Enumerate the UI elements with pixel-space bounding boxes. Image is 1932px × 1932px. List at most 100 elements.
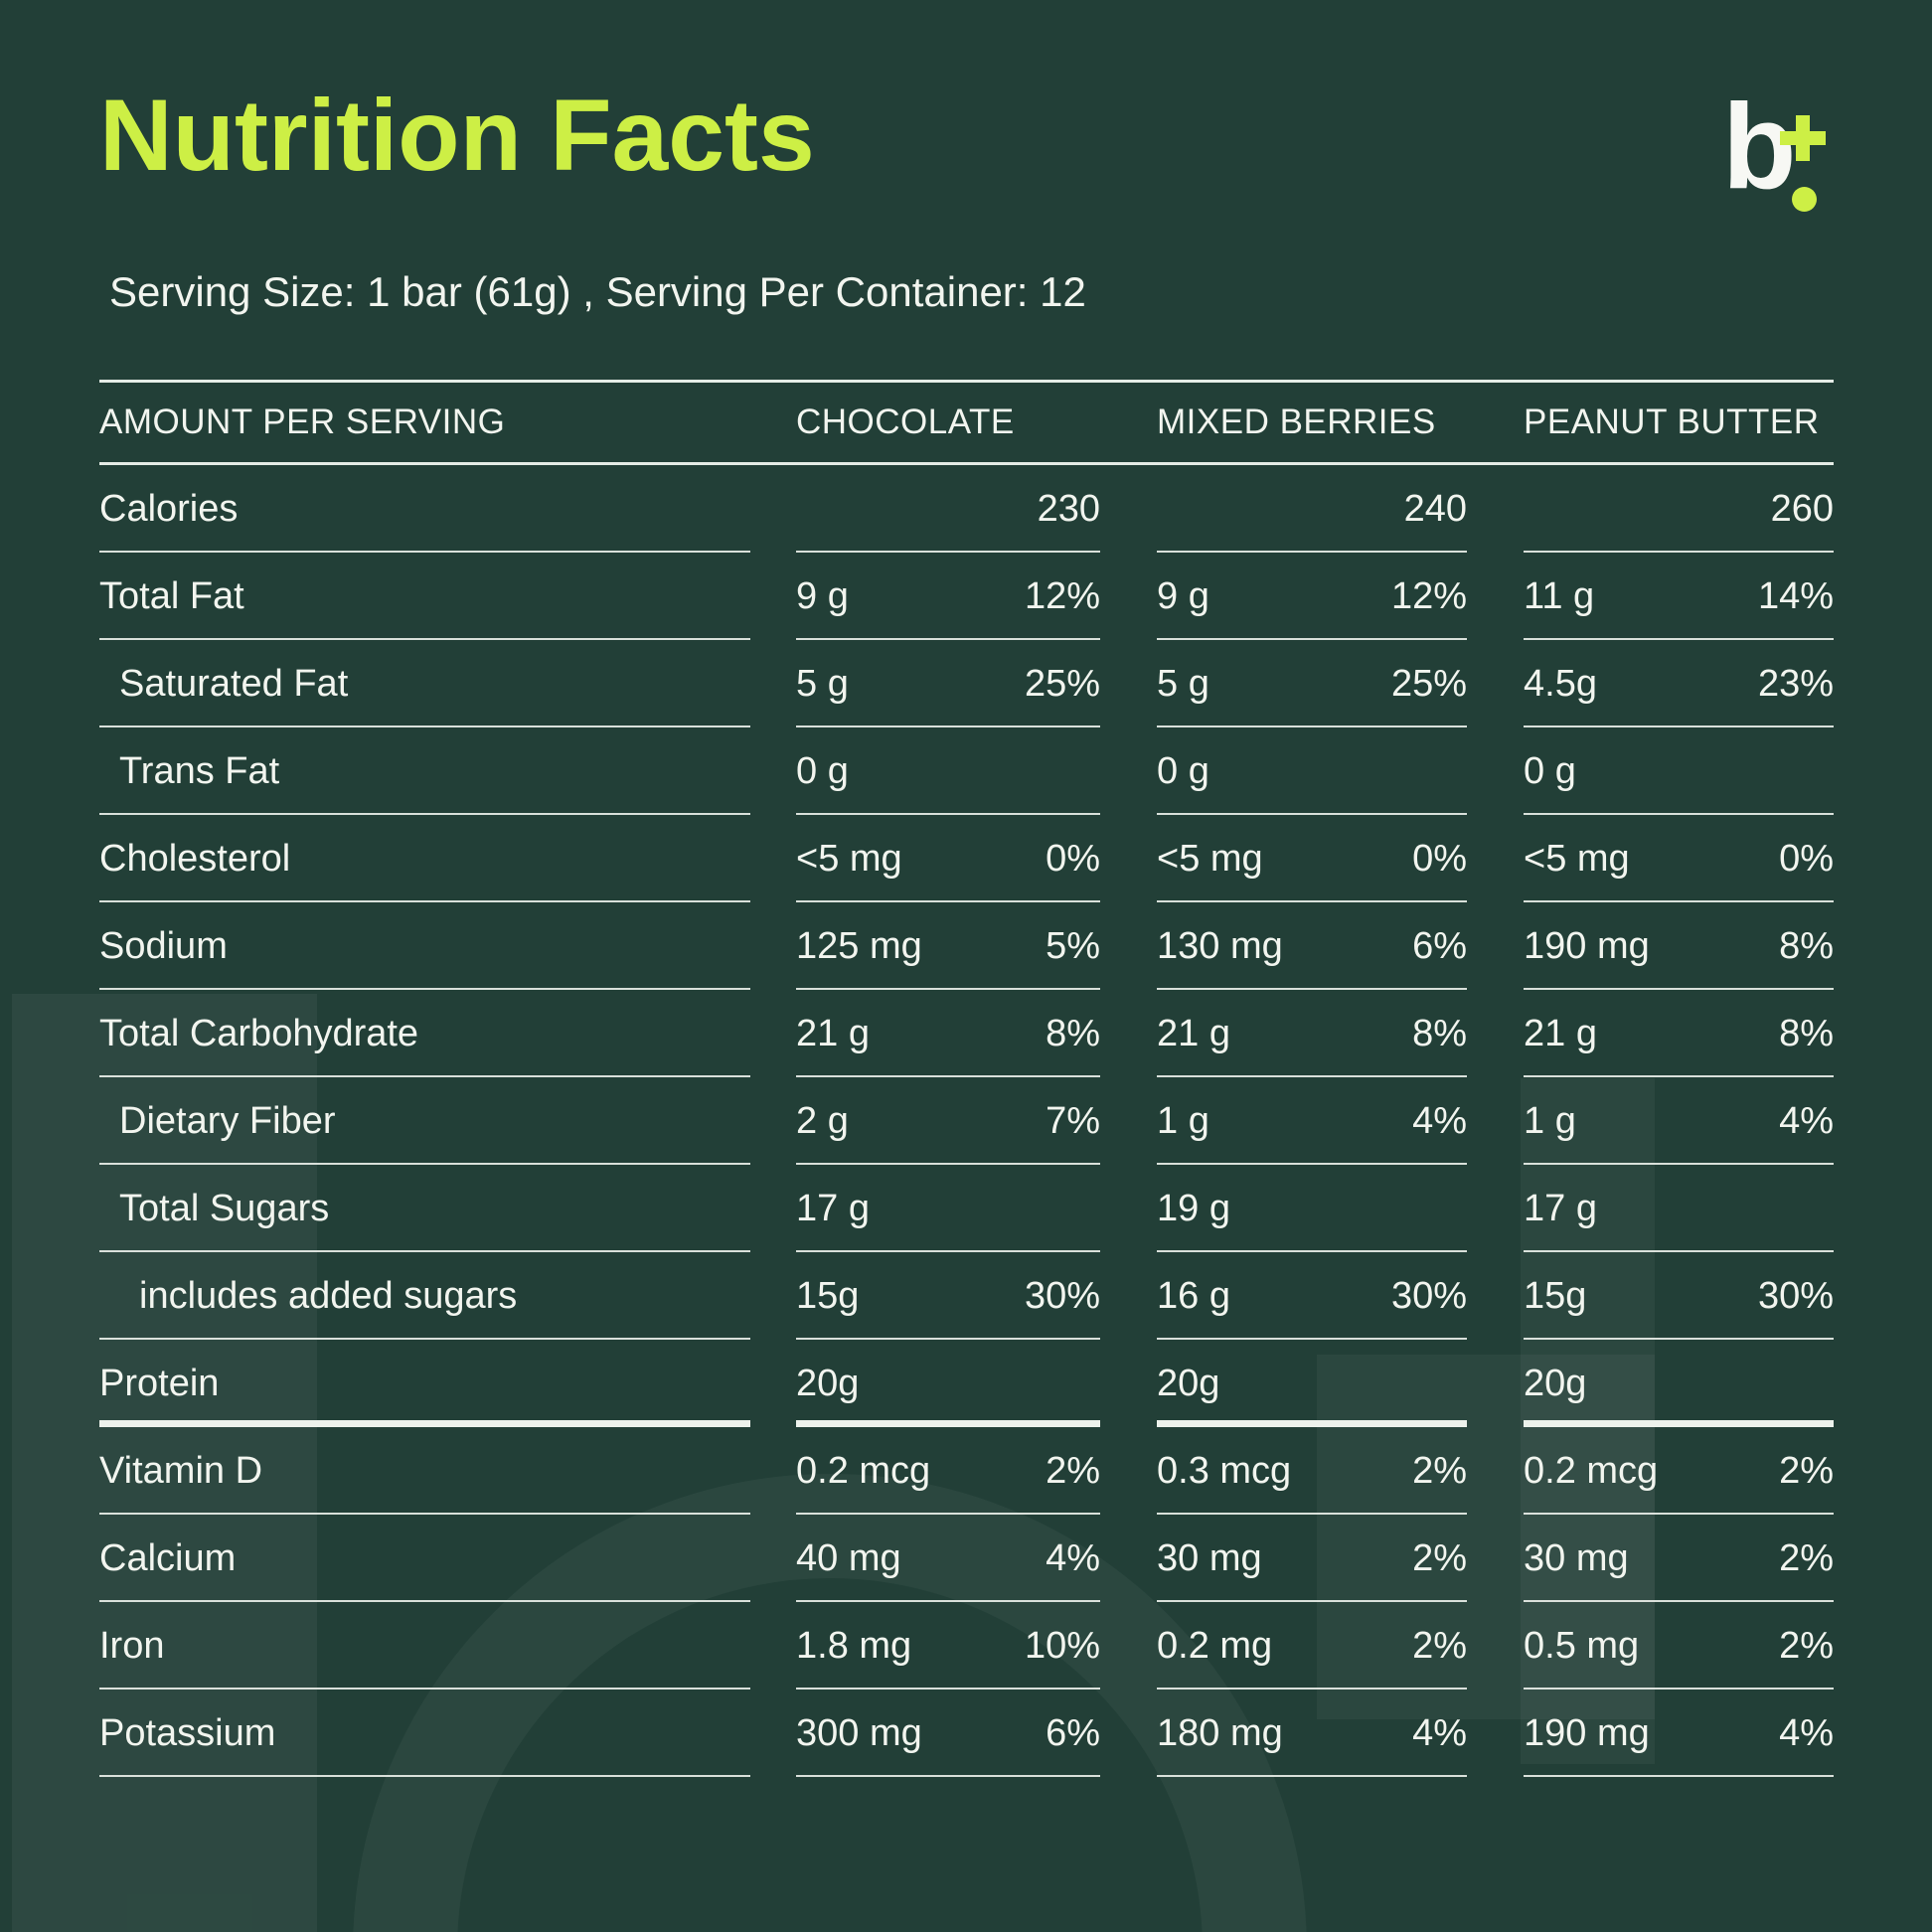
plus-icon (1780, 115, 1826, 161)
value-cell: 190 mg 8% (1524, 902, 1834, 990)
amount-value: 190 mg (1524, 1711, 1650, 1754)
row-label: Cholesterol (99, 815, 750, 902)
daily-value-percent: 2% (1779, 1536, 1834, 1579)
row-label: Potassium (99, 1690, 750, 1777)
daily-value-percent: 0% (1779, 837, 1834, 880)
brand-logo: b (1722, 85, 1834, 216)
value-cell: 130 mg 6% (1157, 902, 1467, 990)
value-cell: <5 mg 0% (1524, 815, 1834, 902)
table-row: Potassium 300 mg 6% 180 mg 4% 190 mg 4% (99, 1690, 1834, 1777)
row-label: Calcium (99, 1515, 750, 1602)
column-header-chocolate: CHOCOLATE (796, 402, 1015, 441)
table-body: Calories 230 240 260 Total Fat 9 g 12% 9 g 12% 11… (99, 465, 1834, 1777)
amount-value: 40 mg (796, 1536, 901, 1579)
nutrition-table: AMOUNT PER SERVING CHOCOLATE MIXED BERRI… (99, 380, 1834, 1777)
amount-value: 16 g (1157, 1274, 1230, 1317)
value-cell: 1 g 4% (1157, 1077, 1467, 1165)
value-cell: <5 mg 0% (796, 815, 1100, 902)
daily-value-percent: 2% (1779, 1624, 1834, 1667)
amount-value: 9 g (796, 574, 849, 617)
daily-value-percent: 2% (1779, 1449, 1834, 1492)
amount-value: 17 g (796, 1187, 870, 1229)
amount-value: 190 mg (1524, 924, 1650, 967)
value-cell: 21 g 8% (1157, 990, 1467, 1077)
amount-value: 21 g (796, 1012, 870, 1054)
serving-info: Serving Size: 1 bar (61g) , Serving Per … (109, 268, 1086, 315)
table-row: Dietary Fiber 2 g 7% 1 g 4% 1 g 4% (99, 1077, 1834, 1165)
row-label: Total Sugars (99, 1165, 750, 1252)
row-label: includes added sugars (99, 1252, 750, 1340)
daily-value-percent: 4% (1412, 1711, 1467, 1754)
page-title: Nutrition Facts (99, 79, 815, 192)
amount-value: 1 g (1157, 1099, 1209, 1142)
amount-value: 9 g (1157, 574, 1209, 617)
daily-value-percent: 7% (1046, 1099, 1100, 1142)
amount-value: 15g (796, 1274, 860, 1317)
column-header-mixed-berries: MIXED BERRIES (1157, 402, 1436, 441)
value-cell: 16 g 30% (1157, 1252, 1467, 1340)
row-label: Saturated Fat (99, 640, 750, 727)
table-row: Iron 1.8 mg 10% 0.2 mg 2% 0.5 mg 2% (99, 1602, 1834, 1690)
table-row: Total Fat 9 g 12% 9 g 12% 11 g 14% (99, 553, 1834, 640)
row-label: Total Carbohydrate (99, 990, 750, 1077)
row-label: Trans Fat (99, 727, 750, 815)
value-cell: 15g 30% (1524, 1252, 1834, 1340)
daily-value-percent: 4% (1046, 1536, 1100, 1579)
daily-value-percent: 12% (1390, 574, 1467, 617)
daily-value-percent: 2% (1412, 1449, 1467, 1492)
value-cell: 17 g (1524, 1165, 1834, 1252)
amount-value: 0 g (1524, 749, 1576, 792)
daily-value-percent: 6% (1046, 1711, 1100, 1754)
amount-value: 30 mg (1157, 1536, 1262, 1579)
table-row: Protein 20g 20g 20g (99, 1340, 1834, 1427)
amount-value: 0.2 mg (1157, 1624, 1273, 1667)
value-cell: 0.2 mcg 2% (796, 1427, 1100, 1515)
daily-value-percent: 0% (1046, 837, 1100, 880)
amount-value: 1.8 mg (796, 1624, 912, 1667)
table-row: Trans Fat 0 g 0 g 0 g (99, 727, 1834, 815)
amount-value: 125 mg (796, 924, 922, 967)
value-cell: 0.2 mcg 2% (1524, 1427, 1834, 1515)
daily-value-percent: 240 (1403, 487, 1467, 530)
amount-value: 11 g (1524, 574, 1595, 617)
value-cell: 0.5 mg 2% (1524, 1602, 1834, 1690)
daily-value-percent: 25% (1024, 662, 1100, 705)
amount-value: 21 g (1524, 1012, 1597, 1054)
value-cell: 11 g 14% (1524, 553, 1834, 640)
daily-value-percent: 230 (1037, 487, 1100, 530)
amount-value: 300 mg (796, 1711, 922, 1754)
value-cell: 15g 30% (796, 1252, 1100, 1340)
row-label: Total Fat (99, 553, 750, 640)
value-cell: 180 mg 4% (1157, 1690, 1467, 1777)
value-cell: 30 mg 2% (1524, 1515, 1834, 1602)
table-row: Total Carbohydrate 21 g 8% 21 g 8% 21 g 8% (99, 990, 1834, 1077)
daily-value-percent: 4% (1412, 1099, 1467, 1142)
value-cell: 9 g 12% (796, 553, 1100, 640)
value-cell: 17 g (796, 1165, 1100, 1252)
daily-value-percent: 260 (1770, 487, 1834, 530)
value-cell: 2 g 7% (796, 1077, 1100, 1165)
value-cell: 1 g 4% (1524, 1077, 1834, 1165)
amount-value: 0.3 mcg (1157, 1449, 1292, 1492)
value-cell: 21 g 8% (1524, 990, 1834, 1077)
table-row: Total Sugars 17 g 19 g 17 g (99, 1165, 1834, 1252)
value-cell: 5 g 25% (796, 640, 1100, 727)
value-cell: 9 g 12% (1157, 553, 1467, 640)
brand-letter-b: b (1722, 79, 1797, 214)
amount-value: 130 mg (1157, 924, 1283, 967)
row-label: Calories (99, 465, 750, 553)
daily-value-percent: 25% (1390, 662, 1467, 705)
daily-value-percent: 30% (1024, 1274, 1100, 1317)
amount-value: 30 mg (1524, 1536, 1629, 1579)
daily-value-percent: 30% (1390, 1274, 1467, 1317)
row-label: Protein (99, 1340, 750, 1427)
table-row: Calcium 40 mg 4% 30 mg 2% 30 mg 2% (99, 1515, 1834, 1602)
row-label: Iron (99, 1602, 750, 1690)
value-cell: 20g (1157, 1340, 1467, 1427)
column-header-peanut-butter: PEANUT BUTTER (1524, 402, 1820, 441)
amount-value: 0 g (1157, 749, 1209, 792)
value-cell: 0 g (1524, 727, 1834, 815)
value-cell: 190 mg 4% (1524, 1690, 1834, 1777)
amount-value: 20g (1157, 1362, 1220, 1404)
